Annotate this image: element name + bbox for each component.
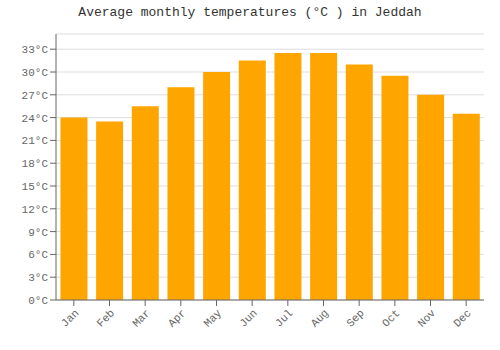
svg-text:Mar: Mar <box>130 307 152 329</box>
svg-text:6°C: 6°C <box>28 249 48 261</box>
svg-text:Feb: Feb <box>95 307 117 329</box>
svg-text:27°C: 27°C <box>22 90 49 102</box>
svg-text:May: May <box>202 307 225 330</box>
svg-text:24°C: 24°C <box>22 113 49 125</box>
svg-text:Dec: Dec <box>451 307 473 329</box>
svg-text:Oct: Oct <box>380 307 402 329</box>
svg-text:9°C: 9°C <box>28 227 48 239</box>
svg-text:15°C: 15°C <box>22 181 49 193</box>
html-text:Average monthly temperatures (: Average monthly temperatures (°C ) in Je… <box>78 5 422 20</box>
svg-text:0°C: 0°C <box>28 295 48 307</box>
svg-text:Aug: Aug <box>309 307 331 329</box>
svg-text:18°C: 18°C <box>22 158 49 170</box>
svg-text:Jun: Jun <box>237 307 259 329</box>
svg-text:Sep: Sep <box>344 307 366 329</box>
svg-text:12°C: 12°C <box>22 204 49 216</box>
svg-text:33°C: 33°C <box>22 44 49 56</box>
svg-text:Jan: Jan <box>59 307 81 329</box>
svg-text:30°C: 30°C <box>22 67 49 79</box>
svg-text:21°C: 21°C <box>22 135 49 147</box>
svg-text:Nov: Nov <box>416 307 439 330</box>
svg-text:Apr: Apr <box>166 307 188 329</box>
svg-text:Jul: Jul <box>273 307 295 329</box>
svg-text:3°C: 3°C <box>28 272 48 284</box>
